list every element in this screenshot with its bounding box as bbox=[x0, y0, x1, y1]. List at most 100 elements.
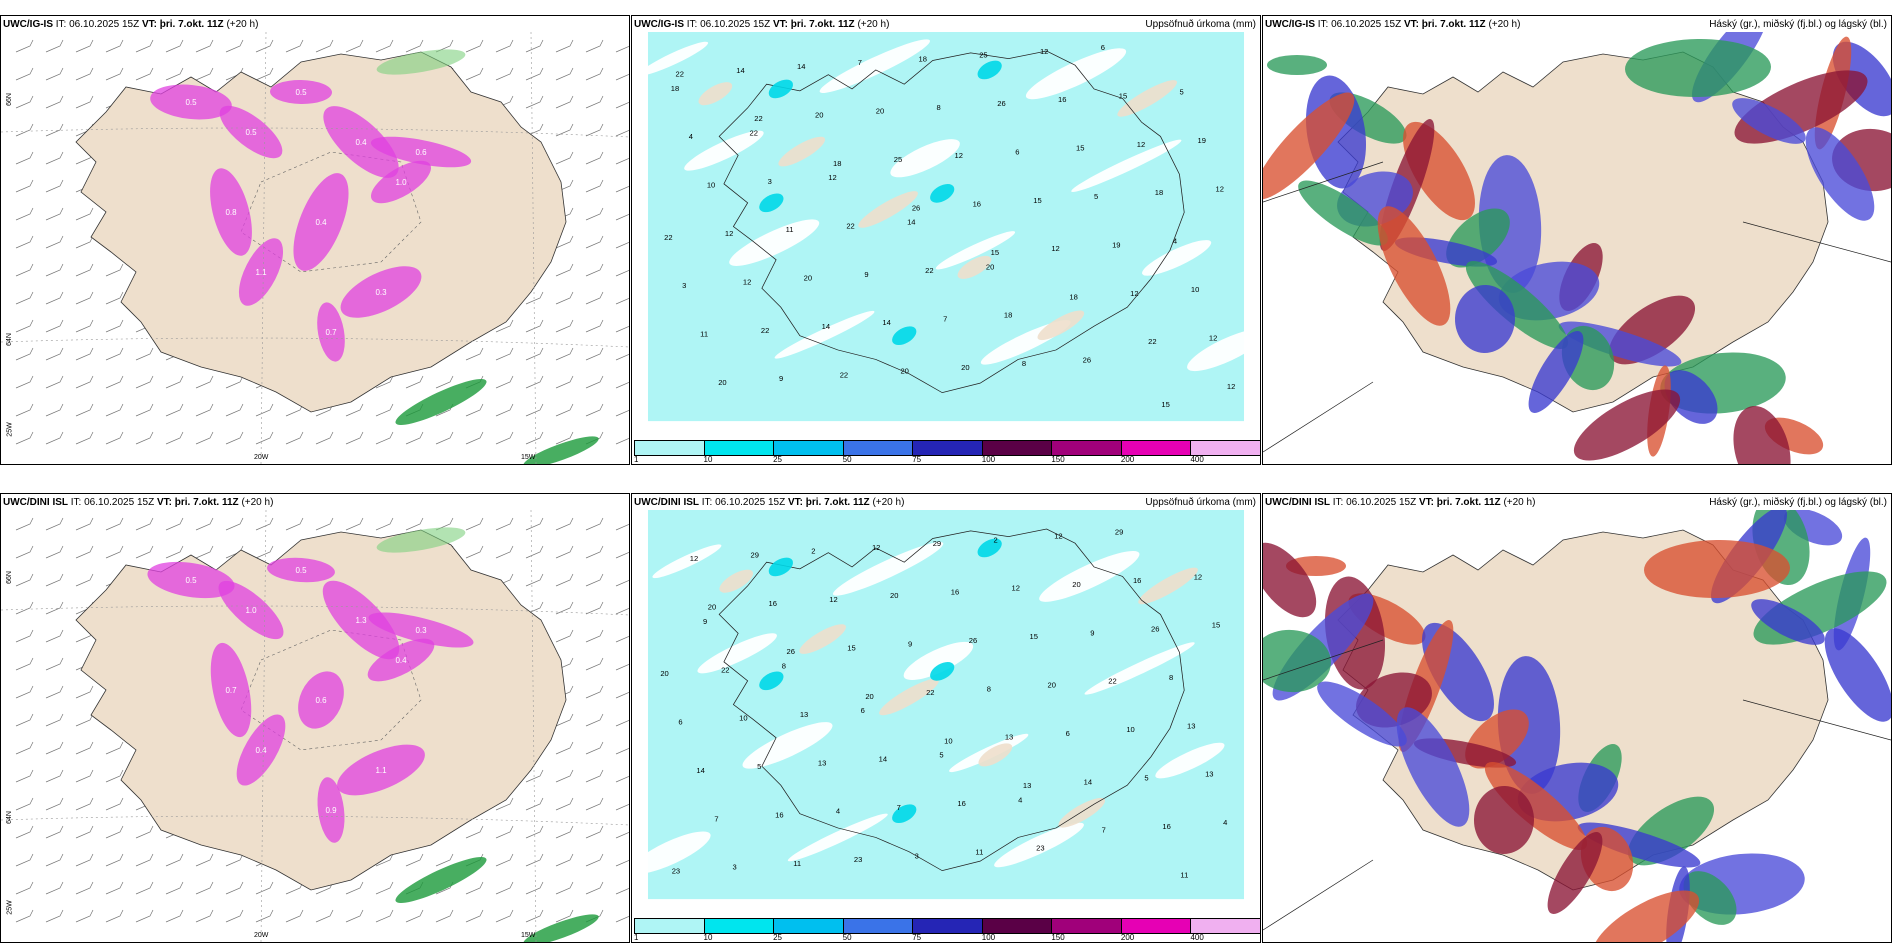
rain-area bbox=[376, 49, 466, 75]
wind-barb bbox=[225, 403, 244, 417]
wind-barb bbox=[15, 573, 34, 587]
boundary-line bbox=[1263, 161, 1891, 453]
wind-barb bbox=[105, 347, 124, 361]
wind-barb bbox=[555, 741, 574, 755]
wind-barb bbox=[495, 517, 514, 531]
precip-value-label: 12 bbox=[1194, 572, 1202, 581]
precip-value-label: 16 bbox=[769, 599, 777, 608]
dry-land-area bbox=[698, 82, 733, 106]
wind-barb bbox=[15, 67, 34, 81]
wind-barb bbox=[615, 242, 629, 249]
snow-value-label: 0.5 bbox=[295, 88, 307, 97]
wind-barb bbox=[165, 39, 184, 53]
wind-barb bbox=[45, 403, 64, 417]
wind-barb bbox=[615, 298, 629, 305]
no-precip-area bbox=[652, 544, 722, 579]
wind-barb bbox=[135, 853, 154, 867]
wind-barb bbox=[105, 825, 124, 839]
precip-value-label: 8 bbox=[987, 684, 991, 693]
no-precip-area bbox=[903, 641, 974, 680]
wind-barb bbox=[615, 692, 629, 699]
wind-barb bbox=[195, 431, 214, 445]
wind-barb bbox=[165, 403, 184, 417]
panel-subtitle: Uppsöfnuð úrkoma (mm) bbox=[1145, 19, 1256, 30]
precip-value-label: 29 bbox=[750, 550, 758, 559]
precip-value-label: 16 bbox=[1058, 95, 1066, 104]
snow-area bbox=[337, 744, 425, 796]
wind-barb bbox=[495, 347, 514, 361]
colorbar-label: 50 bbox=[842, 933, 852, 942]
panel-title: UWC/DINI ISL IT: 06.10.2025 15Z VT: þri.… bbox=[634, 497, 905, 508]
precip-value-label: 15 bbox=[1033, 196, 1041, 205]
wind-barb bbox=[45, 545, 64, 559]
dry-land-area bbox=[879, 678, 939, 716]
wind-barb bbox=[555, 67, 574, 81]
wind-barb bbox=[615, 608, 629, 615]
precip-value-label: 23 bbox=[854, 855, 862, 864]
wind-barb bbox=[15, 123, 34, 137]
wind-barb bbox=[105, 797, 124, 811]
colorbar-label: 50 bbox=[842, 455, 852, 464]
wind-barb bbox=[525, 375, 544, 389]
wind-barb bbox=[585, 517, 604, 531]
wind-barb bbox=[195, 881, 214, 895]
colorbar-segment bbox=[634, 918, 705, 934]
snow-area bbox=[323, 106, 399, 178]
wind-barb bbox=[15, 319, 34, 333]
wind-barb bbox=[75, 881, 94, 895]
precip-value-label: 15 bbox=[1212, 621, 1220, 630]
wind-barb bbox=[315, 39, 334, 53]
precip-colorbar-top: 1 10 25 50 75 100 150 200 400 bbox=[634, 440, 1260, 464]
precip-value-label: 16 bbox=[1162, 822, 1170, 831]
wind-barb bbox=[555, 545, 574, 559]
wind-barb bbox=[105, 291, 124, 305]
wind-barb bbox=[585, 95, 604, 109]
snow-value-label: 0.5 bbox=[295, 566, 307, 575]
wind-barb bbox=[45, 713, 64, 727]
wind-barb bbox=[15, 375, 34, 389]
wind-barb bbox=[465, 67, 484, 81]
cloud-area bbox=[1733, 405, 1791, 464]
precip-value-label: 12 bbox=[725, 229, 733, 238]
precip-value-label: 13 bbox=[800, 710, 808, 719]
precip-value-label: 7 bbox=[943, 314, 947, 323]
wind-barb bbox=[15, 403, 34, 417]
graticule-lat bbox=[1, 605, 629, 826]
wind-barb bbox=[615, 130, 629, 137]
wind-barb bbox=[465, 881, 484, 895]
wind-barb bbox=[525, 881, 544, 895]
wind-barb bbox=[555, 909, 574, 923]
panel-bottom-middle-precip: UWC/DINI ISL IT: 06.10.2025 15Z VT: þri.… bbox=[631, 493, 1261, 943]
wind-barb bbox=[45, 573, 64, 587]
cloud-area bbox=[1317, 681, 1407, 747]
wind-barb bbox=[345, 517, 364, 531]
wind-barb bbox=[615, 860, 629, 867]
precip-value-label: 6 bbox=[1066, 729, 1070, 738]
wind-barb bbox=[585, 67, 604, 81]
precip-value-label: 3 bbox=[682, 281, 686, 290]
wind-barb bbox=[405, 39, 424, 53]
colorbar-segment bbox=[773, 918, 844, 934]
colorbar-label: 10 bbox=[703, 933, 713, 942]
wind-barb bbox=[45, 151, 64, 165]
snow-area bbox=[367, 638, 435, 682]
colorbar-label: 75 bbox=[912, 933, 922, 942]
precip-value-label: 14 bbox=[736, 66, 744, 75]
wind-barb bbox=[495, 797, 514, 811]
boundary-line bbox=[1263, 639, 1891, 931]
wind-barb bbox=[165, 67, 184, 81]
wind-barb bbox=[465, 347, 484, 361]
wind-barb bbox=[405, 431, 424, 445]
wind-barb bbox=[165, 375, 184, 389]
wind-barb bbox=[75, 797, 94, 811]
precip-value-label: 4 bbox=[689, 132, 693, 141]
precip-value-label: 9 bbox=[779, 374, 783, 383]
wind-barb bbox=[405, 909, 424, 923]
wind-barb bbox=[525, 431, 544, 445]
precip-value-label: 5 bbox=[939, 751, 943, 760]
wind-barb bbox=[555, 517, 574, 531]
lon-label-25w: 25W bbox=[6, 422, 14, 437]
cloud-area bbox=[1298, 180, 1388, 246]
snow-value-label: 1.1 bbox=[375, 766, 387, 775]
cloud-area bbox=[1664, 370, 1718, 424]
